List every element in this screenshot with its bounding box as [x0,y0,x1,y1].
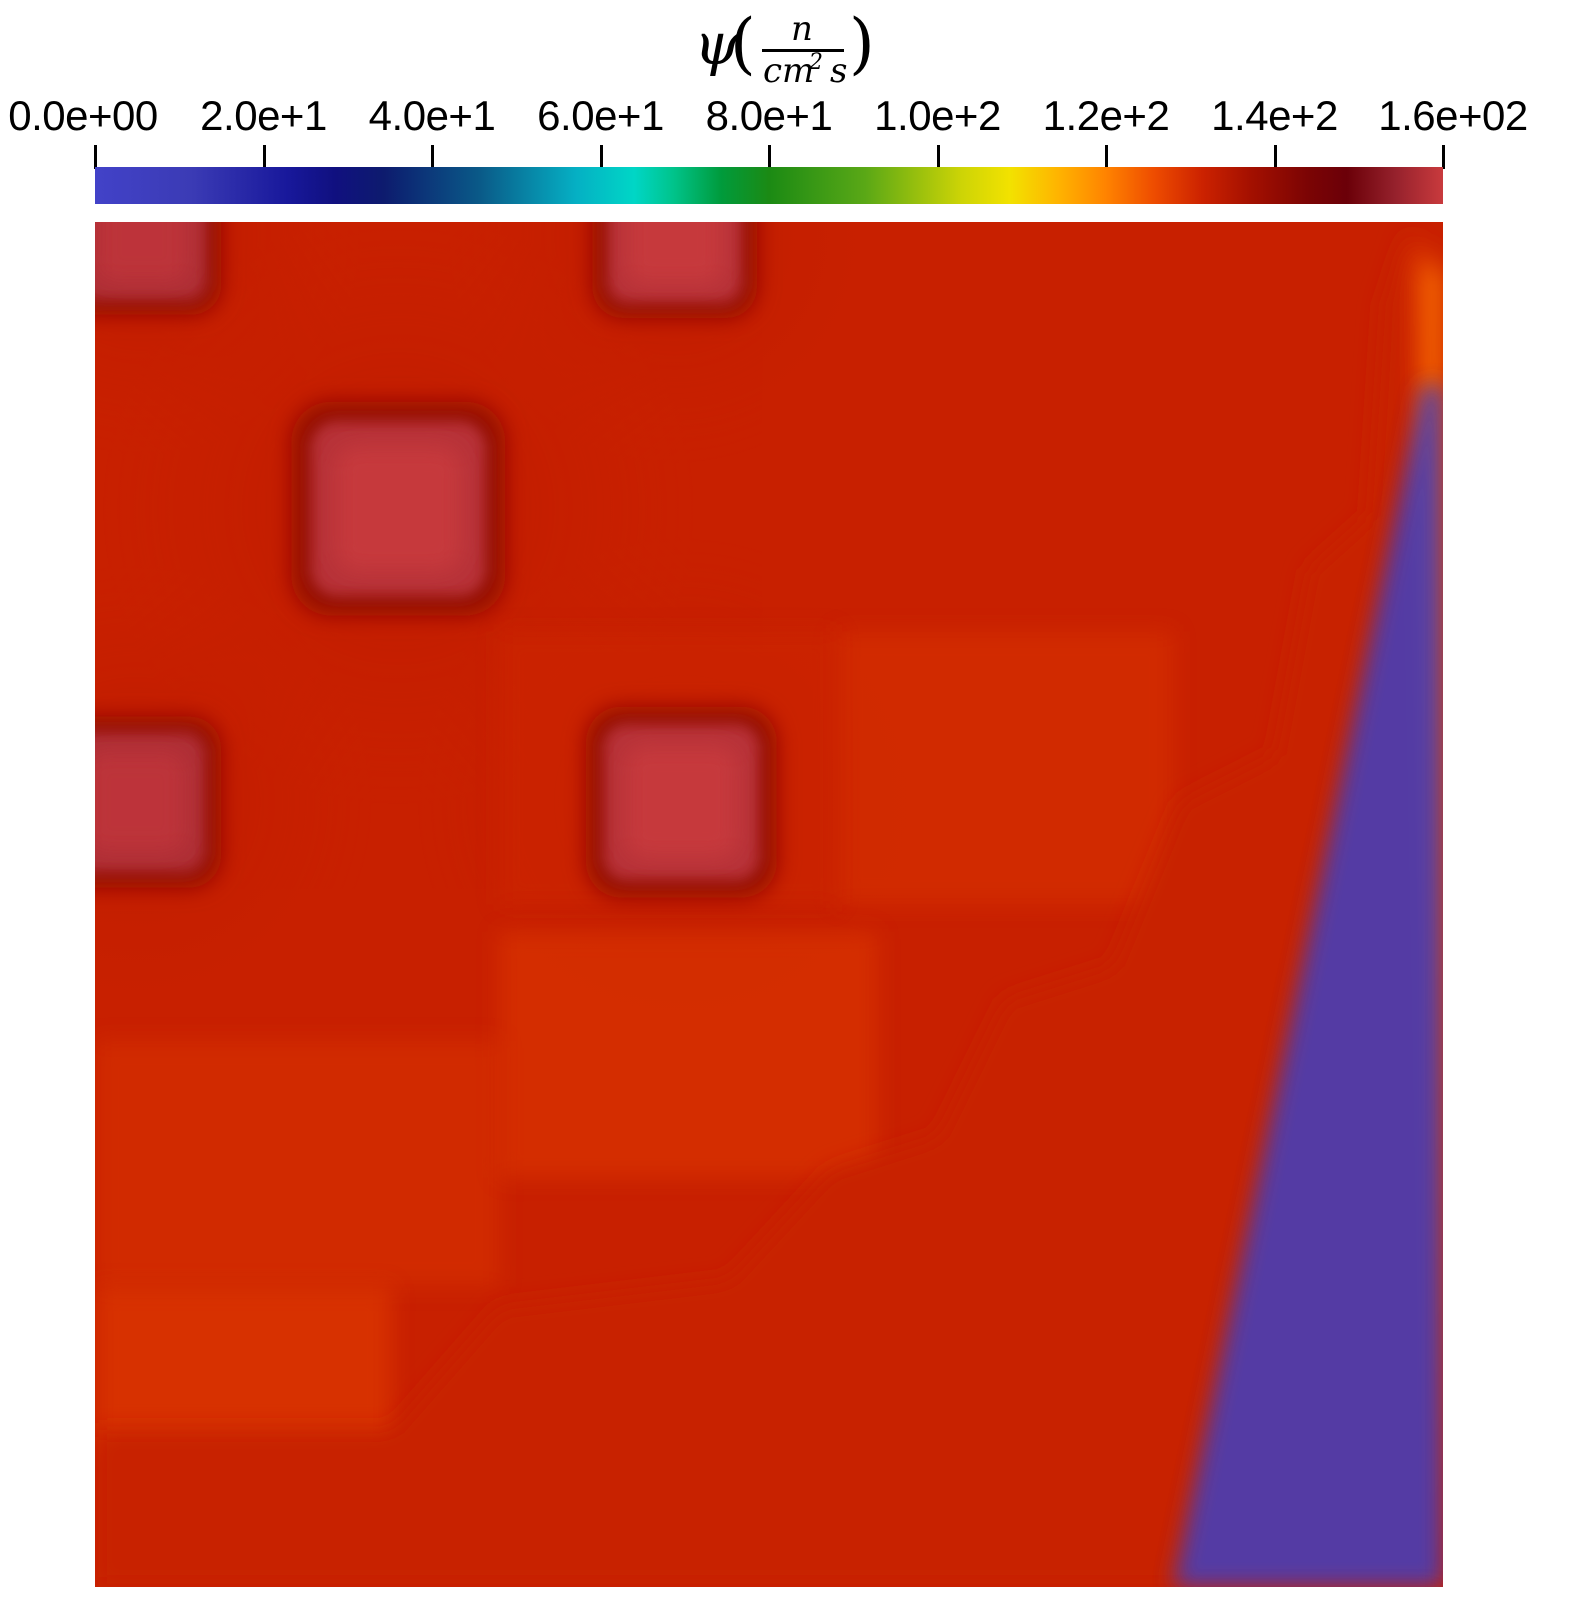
hotspot-centre [625,745,738,859]
tick-mark-0 [94,145,97,169]
psi-symbol: ψ [694,10,740,78]
falloff-band-0 [95,222,1443,1587]
tick-label-7: 1.4e+2 [1211,92,1338,139]
numerator-n: n [791,9,813,49]
plateau-terraces [95,631,1174,1451]
denominator-cm: cm [763,51,814,90]
fraction-bar [762,49,844,52]
tick-mark-1 [262,145,266,169]
open-paren: ( [730,5,756,82]
hotspot-assembly-mid-center [585,706,777,898]
colorbar-swatch [95,167,1443,204]
hotspot-assembly-top-left [95,222,222,315]
vacuum-boundary [1173,385,1443,1587]
terrace-3 [836,631,1174,905]
terrace-2 [499,931,877,1178]
heatmap-field[interactable] [95,222,1443,1587]
hotspot-assembly-center-left [291,401,506,616]
hotspot-assembly-top-center [592,222,757,318]
tick-label-2: 4.0e+1 [368,92,496,139]
tick-mark-8 [1442,145,1445,169]
tick-mark-5 [936,145,940,169]
close-paren: ) [849,5,875,82]
hotspot-centre [95,751,186,853]
tick-label-4: 8.0e+1 [705,92,833,139]
tick-label-8: 1.6e+02 [1378,92,1528,139]
scalar-bar-title-math: ψ ( n cm 2 s ) [694,5,875,90]
tick-label-1: 2.0e+1 [200,92,327,139]
scalar-bar-gradient[interactable] [95,167,1443,204]
tick-mark-6 [1105,145,1108,169]
tick-label-6: 1.2e+2 [1042,92,1170,139]
terrace-1 [95,1286,392,1451]
denominator-exponent: 2 [808,50,823,75]
hotspot-assembly-mid-left [95,716,221,888]
denominator-s: s [830,51,847,90]
hotspot-centre [95,222,189,283]
tick-label-0: 0.0e+00 [8,92,158,139]
scalar-bar-tick-labels: 0.0e+00 2.0e+1 4.0e+1 6.0e+1 8.0e+1 1.0e+2 1.2… [0,92,1572,140]
tick-mark-3 [599,145,603,169]
tick-mark-2 [431,145,434,169]
hotspot-centre [626,222,724,285]
tick-label-3: 6.0e+1 [537,92,664,139]
tick-mark-4 [768,145,771,169]
tick-label-5: 1.0e+2 [874,92,1001,139]
tick-mark-7 [1273,145,1277,169]
scalar-bar-title: ψ ( n cm 2 s ) [0,2,1572,90]
terrace-0 [95,1041,500,1287]
hotspot-centre [335,445,462,572]
